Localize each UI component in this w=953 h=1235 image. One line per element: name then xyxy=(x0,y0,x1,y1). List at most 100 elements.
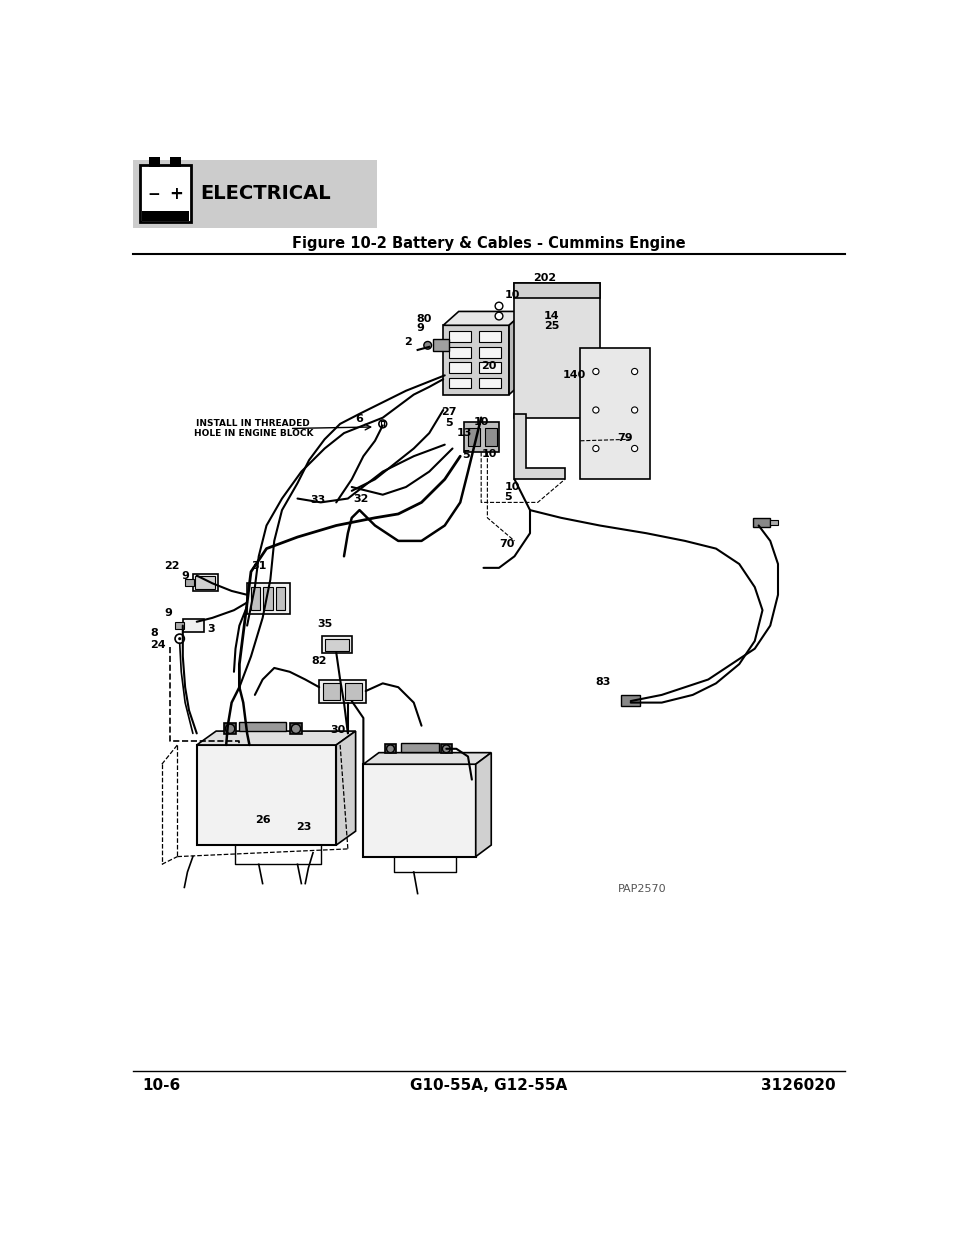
Bar xyxy=(484,427,497,446)
Polygon shape xyxy=(335,731,355,845)
Text: 3126020: 3126020 xyxy=(760,1078,835,1093)
Text: 5: 5 xyxy=(462,450,470,459)
Bar xyxy=(443,325,509,395)
Text: G10-55A, G12-55A: G10-55A, G12-55A xyxy=(410,1078,567,1093)
Bar xyxy=(478,362,500,373)
Text: 10: 10 xyxy=(504,289,519,300)
Text: 33: 33 xyxy=(310,495,325,505)
Text: 24: 24 xyxy=(150,640,166,650)
Bar xyxy=(753,517,769,527)
Text: 35: 35 xyxy=(316,619,332,629)
Bar xyxy=(171,157,181,167)
Circle shape xyxy=(174,634,184,643)
Circle shape xyxy=(495,303,502,310)
Text: 31: 31 xyxy=(251,562,266,572)
Bar xyxy=(449,347,471,358)
Bar xyxy=(440,745,452,753)
Bar xyxy=(478,331,500,342)
Circle shape xyxy=(178,637,181,640)
Text: 10-6: 10-6 xyxy=(142,1078,180,1093)
Bar xyxy=(239,721,286,731)
Polygon shape xyxy=(443,311,524,325)
Bar xyxy=(224,724,236,734)
Bar xyxy=(449,331,471,342)
Text: 70: 70 xyxy=(498,538,514,550)
Bar xyxy=(319,679,365,703)
Bar xyxy=(322,636,352,653)
Bar xyxy=(140,165,191,222)
Bar xyxy=(478,378,500,389)
Text: 30: 30 xyxy=(330,725,345,735)
Text: 5: 5 xyxy=(444,419,452,429)
Bar xyxy=(433,340,448,352)
Text: 26: 26 xyxy=(254,815,271,825)
Text: ELECTRICAL: ELECTRICAL xyxy=(200,184,331,203)
Bar xyxy=(769,520,778,525)
Bar xyxy=(478,347,500,358)
Bar xyxy=(150,157,160,167)
Bar xyxy=(400,742,439,752)
Text: 23: 23 xyxy=(295,823,311,832)
Bar xyxy=(514,283,599,417)
Circle shape xyxy=(631,406,637,412)
Bar xyxy=(323,683,340,699)
Text: 22: 22 xyxy=(164,562,179,572)
Text: 8: 8 xyxy=(150,627,158,637)
Circle shape xyxy=(386,745,394,752)
Bar xyxy=(290,724,302,734)
Bar xyxy=(193,574,217,592)
Text: 80: 80 xyxy=(416,314,431,324)
Text: 10: 10 xyxy=(473,417,488,427)
Text: 140: 140 xyxy=(562,370,585,380)
Text: HOLE IN ENGINE BLOCK: HOLE IN ENGINE BLOCK xyxy=(193,429,313,437)
Bar xyxy=(514,283,599,299)
Polygon shape xyxy=(476,752,491,857)
Polygon shape xyxy=(363,752,491,764)
Bar xyxy=(464,421,498,452)
Text: 9: 9 xyxy=(164,609,172,619)
Bar xyxy=(363,764,476,857)
Circle shape xyxy=(592,406,598,412)
Bar xyxy=(174,621,184,630)
Text: 79: 79 xyxy=(617,433,632,443)
Bar xyxy=(468,427,480,446)
Text: 83: 83 xyxy=(595,677,610,687)
Text: PAP2570: PAP2570 xyxy=(617,884,665,894)
Bar xyxy=(324,638,349,651)
Bar xyxy=(251,587,260,610)
Circle shape xyxy=(592,446,598,452)
Text: 10: 10 xyxy=(481,448,497,459)
Bar xyxy=(275,587,285,610)
Text: 10: 10 xyxy=(504,482,519,492)
Text: Figure 10-2 Battery & Cables - Cummins Engine: Figure 10-2 Battery & Cables - Cummins E… xyxy=(292,236,685,251)
Bar xyxy=(449,362,471,373)
Circle shape xyxy=(495,312,502,320)
Circle shape xyxy=(631,368,637,374)
Bar xyxy=(263,587,273,610)
Text: 6: 6 xyxy=(355,414,363,425)
Text: 82: 82 xyxy=(311,656,327,666)
Bar xyxy=(183,620,204,632)
Text: 202: 202 xyxy=(533,273,556,283)
Bar xyxy=(185,579,194,587)
Text: 20: 20 xyxy=(480,361,496,370)
Bar xyxy=(449,378,471,389)
Circle shape xyxy=(631,446,637,452)
Polygon shape xyxy=(514,414,564,479)
Circle shape xyxy=(423,341,431,350)
Circle shape xyxy=(291,724,300,734)
Circle shape xyxy=(225,724,234,734)
Text: INSTALL IN THREADED: INSTALL IN THREADED xyxy=(196,420,310,429)
Bar xyxy=(196,745,335,845)
Text: 9: 9 xyxy=(181,571,189,580)
Text: −: − xyxy=(148,186,160,201)
Bar xyxy=(579,348,649,479)
Bar xyxy=(133,159,377,227)
Polygon shape xyxy=(509,311,524,395)
Text: 3: 3 xyxy=(207,624,214,634)
Circle shape xyxy=(378,420,386,427)
Text: 2: 2 xyxy=(404,337,412,347)
Bar xyxy=(195,577,215,589)
Bar xyxy=(385,745,395,753)
Text: 5: 5 xyxy=(504,492,512,501)
